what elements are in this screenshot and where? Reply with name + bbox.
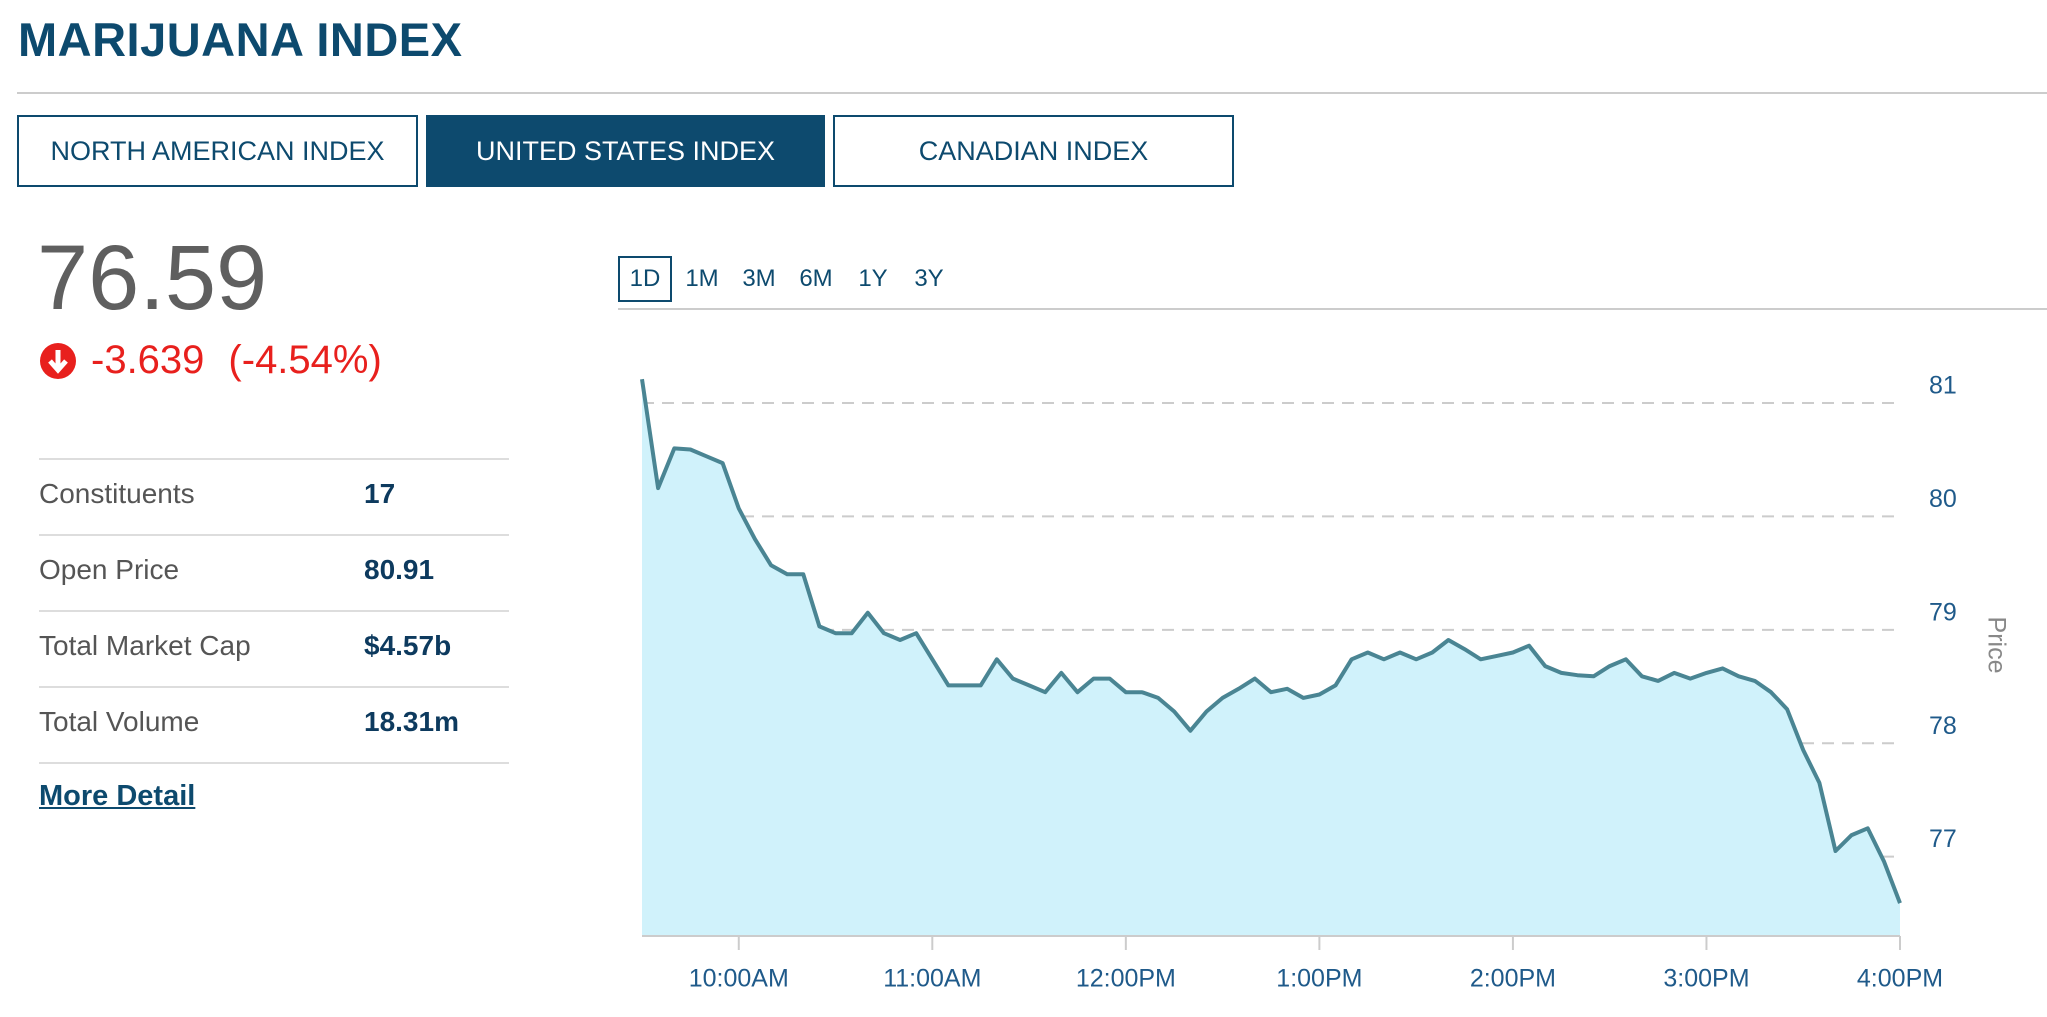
x-tick-label: 10:00AM: [689, 965, 789, 993]
stat-value: 80.91: [364, 554, 435, 585]
y-tick-label: 80: [1929, 485, 1957, 513]
x-tick-label: 11:00AM: [883, 965, 981, 993]
change-percent: (-4.54%): [228, 338, 382, 382]
period-button[interactable]: 1D: [618, 256, 672, 302]
stat-label: Total Market Cap: [39, 630, 251, 661]
stat-value: 18.31m: [364, 706, 459, 737]
x-tick-label: 3:00PM: [1663, 965, 1749, 993]
down-icon: [40, 342, 76, 379]
change-row: -3.639 (-4.54%): [39, 338, 382, 383]
stat-divider: [39, 534, 509, 536]
x-tick-label: 4:00PM: [1857, 965, 1943, 993]
y-tick-label: 77: [1929, 825, 1957, 853]
period-button[interactable]: 3Y: [914, 265, 944, 292]
period-button[interactable]: 3M: [742, 265, 776, 292]
more-detail-link[interactable]: More Detail: [39, 780, 196, 812]
tab[interactable]: UNITED STATES INDEX: [426, 115, 825, 187]
y-tick-label: 81: [1929, 372, 1957, 400]
price-line: [640, 378, 1902, 904]
divider: [17, 92, 2047, 94]
y-axis-label: Price: [1982, 617, 2010, 674]
stat-label: Open Price: [39, 554, 180, 585]
stat-divider: [39, 458, 509, 460]
period-button[interactable]: 1Y: [858, 265, 888, 292]
stat-value: 17: [364, 478, 396, 509]
index-price: 76.59: [37, 227, 268, 329]
page-title: MARIJUANA INDEX: [18, 13, 463, 66]
stat-label: Constituents: [39, 478, 195, 509]
stat-value: $4.57b: [364, 630, 452, 661]
y-tick-label: 78: [1929, 712, 1957, 740]
y-tick-label: 79: [1929, 598, 1957, 626]
stat-divider: [39, 610, 509, 612]
area-fill: [642, 379, 1900, 936]
stat-label: Total Volume: [39, 706, 200, 737]
x-tick-label: 2:00PM: [1470, 965, 1556, 993]
divider: [618, 308, 2047, 310]
stat-divider: [39, 686, 509, 688]
change: -3.639: [91, 338, 205, 382]
x-tick-label: 1:00PM: [1276, 965, 1362, 993]
period-button[interactable]: 1M: [685, 265, 719, 292]
tab[interactable]: NORTH AMERICAN INDEX: [17, 115, 418, 187]
stat-divider: [39, 762, 509, 764]
period-button[interactable]: 6M: [799, 265, 833, 292]
x-tick-label: 12:00PM: [1076, 965, 1176, 993]
tab[interactable]: CANADIAN INDEX: [833, 115, 1234, 187]
